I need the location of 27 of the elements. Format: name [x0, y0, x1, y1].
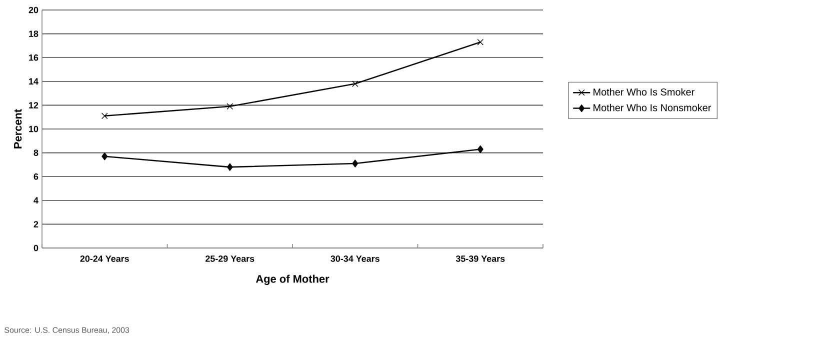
- legend-label: Mother Who Is Nonsmoker: [594, 104, 712, 112]
- y-tick-label: 20: [28, 6, 38, 14]
- x-axis-title: Age of Mother: [256, 274, 330, 285]
- point: [226, 103, 234, 110]
- y-tick-label: 10: [29, 126, 38, 132]
- point: [352, 160, 358, 168]
- point: [226, 163, 233, 171]
- y-tick-label: 16: [29, 54, 38, 61]
- point: [477, 38, 484, 46]
- x-tick-label: 20-24 Years: [80, 256, 129, 262]
- x-tick-label: 25-29 Years: [206, 256, 254, 262]
- y-tick-label: 4: [34, 197, 38, 204]
- y-axis-title: Percent: [14, 109, 22, 148]
- y-tick-label: 8: [34, 150, 38, 156]
- y-tick-label: 2: [34, 221, 38, 228]
- point: [477, 145, 484, 154]
- y-tick-label: 0: [34, 244, 38, 252]
- legend-label: Mother Who Is Smoker: [594, 88, 694, 96]
- point: [102, 152, 108, 160]
- point: [352, 80, 358, 87]
- x-tick-label: 35-39 Years: [456, 256, 505, 262]
- y-tick-label: 14: [29, 78, 38, 84]
- y-tick-label: 12: [29, 102, 38, 108]
- point: [101, 112, 108, 120]
- x-tick-label: 30-34 Years: [330, 256, 380, 262]
- y-tick-label: 18: [29, 30, 38, 37]
- y-tick-label: 6: [34, 173, 38, 180]
